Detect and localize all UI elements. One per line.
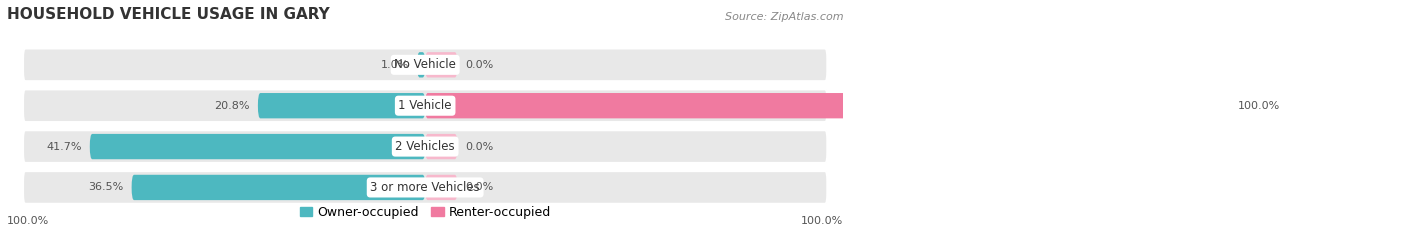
Text: 1.0%: 1.0% (381, 60, 409, 70)
Text: No Vehicle: No Vehicle (394, 58, 456, 71)
Text: HOUSEHOLD VEHICLE USAGE IN GARY: HOUSEHOLD VEHICLE USAGE IN GARY (7, 7, 329, 22)
FancyBboxPatch shape (425, 52, 457, 78)
Text: 0.0%: 0.0% (465, 142, 494, 152)
Text: 100.0%: 100.0% (801, 216, 844, 226)
Text: Source: ZipAtlas.com: Source: ZipAtlas.com (724, 12, 844, 22)
FancyBboxPatch shape (22, 171, 827, 204)
Text: 3 or more Vehicles: 3 or more Vehicles (370, 181, 479, 194)
FancyBboxPatch shape (90, 134, 425, 159)
FancyBboxPatch shape (22, 89, 827, 122)
Text: 100.0%: 100.0% (1237, 101, 1279, 111)
FancyBboxPatch shape (425, 134, 457, 159)
FancyBboxPatch shape (132, 175, 425, 200)
Text: 41.7%: 41.7% (46, 142, 82, 152)
Text: 36.5%: 36.5% (89, 182, 124, 192)
Text: 20.8%: 20.8% (214, 101, 250, 111)
FancyBboxPatch shape (22, 48, 827, 81)
FancyBboxPatch shape (257, 93, 425, 118)
Text: 2 Vehicles: 2 Vehicles (395, 140, 456, 153)
Text: 100.0%: 100.0% (7, 216, 49, 226)
FancyBboxPatch shape (425, 175, 457, 200)
FancyBboxPatch shape (418, 52, 425, 78)
FancyBboxPatch shape (425, 93, 1229, 118)
Text: 0.0%: 0.0% (465, 182, 494, 192)
Text: 1 Vehicle: 1 Vehicle (398, 99, 451, 112)
Legend: Owner-occupied, Renter-occupied: Owner-occupied, Renter-occupied (299, 206, 551, 219)
Text: 0.0%: 0.0% (465, 60, 494, 70)
FancyBboxPatch shape (22, 130, 827, 163)
